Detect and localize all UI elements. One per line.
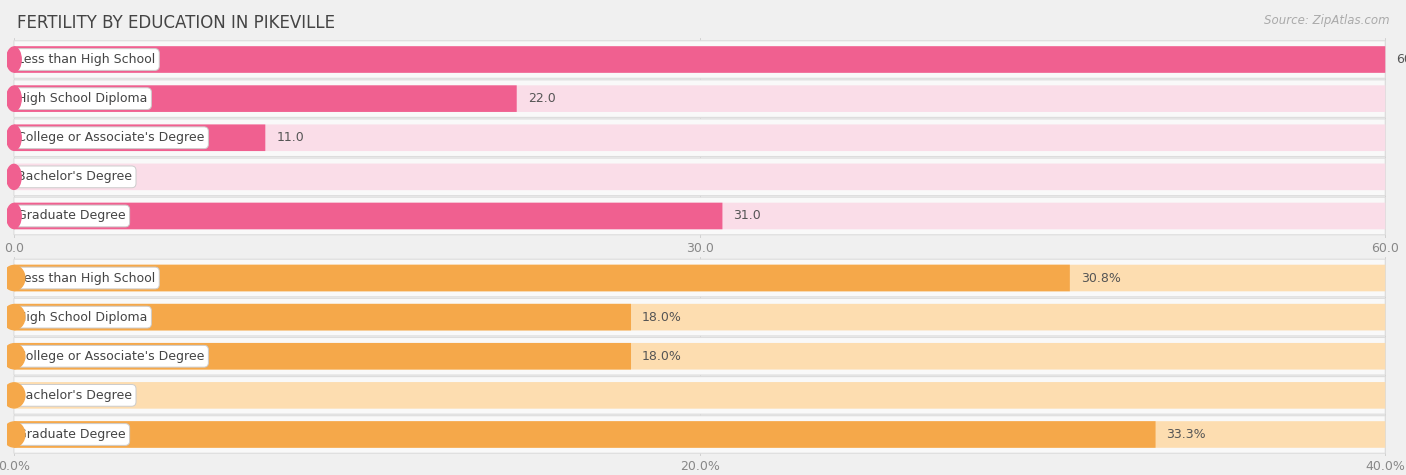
Circle shape: [7, 203, 21, 228]
Circle shape: [3, 304, 25, 330]
Text: FERTILITY BY EDUCATION IN PIKEVILLE: FERTILITY BY EDUCATION IN PIKEVILLE: [17, 14, 335, 32]
Text: Source: ZipAtlas.com: Source: ZipAtlas.com: [1264, 14, 1389, 27]
Text: Bachelor's Degree: Bachelor's Degree: [17, 389, 132, 402]
FancyBboxPatch shape: [14, 86, 517, 112]
FancyBboxPatch shape: [14, 203, 1385, 229]
Text: 31.0: 31.0: [734, 209, 761, 222]
Text: 33.3%: 33.3%: [1167, 428, 1206, 441]
FancyBboxPatch shape: [14, 86, 1385, 112]
FancyBboxPatch shape: [14, 124, 266, 151]
Circle shape: [7, 47, 21, 72]
Text: Bachelor's Degree: Bachelor's Degree: [17, 171, 132, 183]
FancyBboxPatch shape: [14, 416, 1385, 453]
Text: Graduate Degree: Graduate Degree: [17, 209, 125, 222]
Text: 18.0%: 18.0%: [643, 311, 682, 323]
FancyBboxPatch shape: [14, 46, 1385, 73]
FancyBboxPatch shape: [14, 158, 1385, 196]
FancyBboxPatch shape: [14, 124, 1385, 151]
Circle shape: [3, 344, 25, 369]
Circle shape: [3, 266, 25, 291]
FancyBboxPatch shape: [14, 203, 723, 229]
FancyBboxPatch shape: [14, 163, 1385, 190]
Text: College or Associate's Degree: College or Associate's Degree: [17, 131, 204, 144]
FancyBboxPatch shape: [14, 382, 1385, 408]
FancyBboxPatch shape: [14, 337, 1385, 375]
Text: High School Diploma: High School Diploma: [17, 92, 148, 105]
FancyBboxPatch shape: [14, 41, 1385, 78]
FancyBboxPatch shape: [14, 119, 1385, 157]
FancyBboxPatch shape: [14, 265, 1385, 291]
Circle shape: [3, 383, 25, 408]
FancyBboxPatch shape: [14, 80, 1385, 117]
FancyBboxPatch shape: [14, 46, 1385, 73]
Circle shape: [3, 422, 25, 447]
Text: 30.8%: 30.8%: [1081, 272, 1121, 285]
Text: Graduate Degree: Graduate Degree: [17, 428, 125, 441]
FancyBboxPatch shape: [14, 265, 1070, 291]
Circle shape: [7, 164, 21, 190]
FancyBboxPatch shape: [14, 298, 1385, 336]
Text: Less than High School: Less than High School: [17, 272, 155, 285]
FancyBboxPatch shape: [14, 259, 1385, 297]
Circle shape: [7, 86, 21, 111]
FancyBboxPatch shape: [14, 421, 1156, 448]
Text: 11.0: 11.0: [276, 131, 304, 144]
Text: 60.0: 60.0: [1396, 53, 1406, 66]
Text: 18.0%: 18.0%: [643, 350, 682, 363]
FancyBboxPatch shape: [14, 197, 1385, 235]
Text: 22.0: 22.0: [527, 92, 555, 105]
FancyBboxPatch shape: [14, 343, 631, 370]
Text: College or Associate's Degree: College or Associate's Degree: [17, 350, 204, 363]
FancyBboxPatch shape: [14, 304, 631, 331]
FancyBboxPatch shape: [14, 304, 1385, 331]
Text: Less than High School: Less than High School: [17, 53, 155, 66]
Text: High School Diploma: High School Diploma: [17, 311, 148, 323]
FancyBboxPatch shape: [14, 421, 1385, 448]
Text: 0.0: 0.0: [25, 171, 45, 183]
Text: 0.0%: 0.0%: [25, 389, 56, 402]
FancyBboxPatch shape: [14, 343, 1385, 370]
FancyBboxPatch shape: [14, 377, 1385, 414]
Circle shape: [7, 125, 21, 150]
